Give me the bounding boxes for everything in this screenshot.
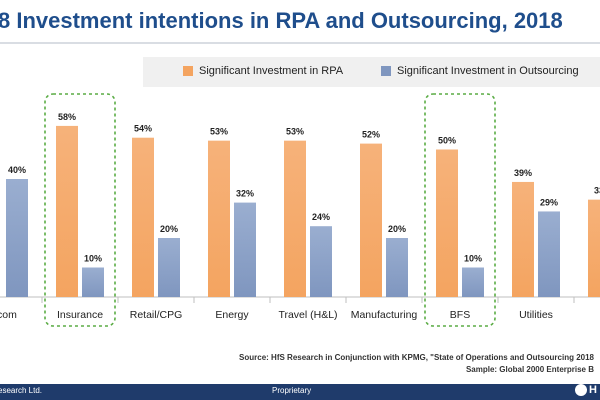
bar-chart: 40% ecom 58% 10% Insurance 54% 20% Retail/CPG 53… xyxy=(0,93,600,327)
legend-label-rpa: Significant Investment in RPA xyxy=(199,65,344,77)
data-label-rpa-manufacturing: 52% xyxy=(362,130,380,140)
bar-rpa-energy xyxy=(208,140,230,297)
highlight-box-bfs xyxy=(424,93,496,327)
category-label-energy: Energy xyxy=(215,309,249,321)
logo-icon xyxy=(575,384,587,397)
bar-rpa-utilities xyxy=(512,181,534,297)
data-label-outsourcing-retail-cpg: 20% xyxy=(160,224,178,234)
bar-rpa-bfs xyxy=(436,149,458,297)
data-label-rpa-hea: 33 xyxy=(594,186,600,196)
bar-outsourcing-bfs xyxy=(462,267,484,297)
footer-bar: esearch Ltd. Proprietary H xyxy=(0,384,600,400)
copyright-text: esearch Ltd. xyxy=(0,386,43,395)
data-label-rpa-insurance: 58% xyxy=(58,112,76,122)
legend-item-rpa: Significant Investment in RPA xyxy=(183,65,343,77)
bar-outsourcing-energy xyxy=(234,202,256,297)
bar-rpa-insurance xyxy=(56,125,78,298)
data-label-rpa-retail-cpg: 54% xyxy=(134,124,152,134)
bar-outsourcing-insurance xyxy=(82,267,104,297)
source-text: Source: HfS Research in Conjunction with… xyxy=(239,353,594,362)
proprietary-text: Proprietary xyxy=(272,386,312,395)
category-label-retail-cpg: Retail/CPG xyxy=(130,309,183,321)
bar-outsourcing-travel-h-l xyxy=(310,226,332,297)
chart-source: Source: HfS Research in Conjunction with… xyxy=(239,352,594,376)
data-label-rpa-travel-h-l: 53% xyxy=(286,127,304,137)
page-title: 8 Investment intentions in RPA and Outso… xyxy=(0,8,563,33)
legend-label-outsourcing: Significant Investment in Outsourcing xyxy=(397,65,579,77)
bar-rpa-manufacturing xyxy=(360,143,382,297)
bar-outsourcing-manufacturing xyxy=(386,238,408,297)
data-label-outsourcing-travel-h-l: 24% xyxy=(312,212,330,222)
bar-outsourcing-utilities xyxy=(538,211,560,297)
company-logo: H xyxy=(575,384,600,400)
category-label-insurance: Insurance xyxy=(57,309,103,321)
category-label-ecom: ecom xyxy=(0,309,17,321)
legend-item-outsourcing: Significant Investment in Outsourcing xyxy=(381,65,579,77)
category-label-utilities: Utilities xyxy=(519,309,553,321)
bar-outsourcing-ecom xyxy=(6,179,28,297)
bar-rpa-travel-h-l xyxy=(284,140,306,297)
category-label-bfs: BFS xyxy=(450,309,470,321)
data-label-outsourcing-insurance: 10% xyxy=(84,254,102,264)
title-divider xyxy=(0,42,600,44)
legend-swatch-rpa xyxy=(183,66,193,76)
data-label-outsourcing-utilities: 29% xyxy=(540,197,558,207)
highlight-box-insurance xyxy=(44,93,116,327)
data-label-outsourcing-bfs: 10% xyxy=(464,254,482,264)
data-label-outsourcing-energy: 32% xyxy=(236,189,254,199)
bar-rpa-retail-cpg xyxy=(132,137,154,297)
category-label-travel-h-l: Travel (H&L) xyxy=(278,309,337,321)
legend-swatch-outsourcing xyxy=(381,66,391,76)
category-label-manufacturing: Manufacturing xyxy=(351,309,418,321)
bar-rpa-hea xyxy=(588,199,600,297)
data-label-outsourcing-manufacturing: 20% xyxy=(388,224,406,234)
data-label-rpa-energy: 53% xyxy=(210,127,228,137)
data-label-rpa-bfs: 50% xyxy=(438,136,456,146)
data-label-rpa-utilities: 39% xyxy=(514,168,532,178)
bar-outsourcing-retail-cpg xyxy=(158,238,180,297)
chart-legend: Significant Investment in RPA Significan… xyxy=(143,57,600,87)
sample-text: Sample: Global 2000 Enterprise B xyxy=(465,365,594,374)
data-label-outsourcing-ecom: 40% xyxy=(8,165,26,175)
